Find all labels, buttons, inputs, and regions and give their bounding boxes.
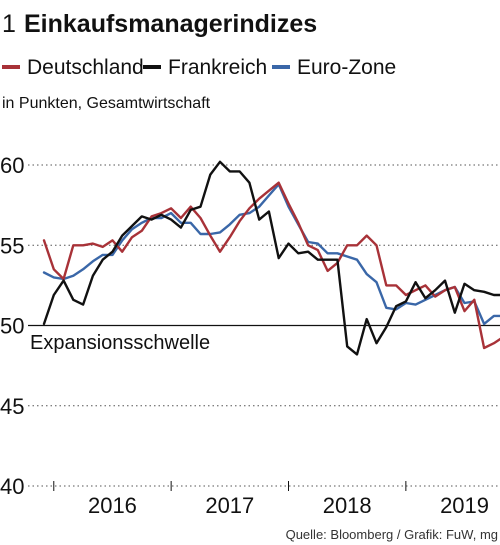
source-note: Quelle: Bloomberg / Grafik: FuW, mg xyxy=(286,527,498,542)
legend-label-frankreich: Frankreich xyxy=(168,56,267,79)
grid xyxy=(28,164,500,487)
y-tick-label: 40 xyxy=(0,474,24,499)
y-tick-label: 55 xyxy=(0,233,24,258)
series-line-euro-zone xyxy=(42,183,500,326)
x-tick-label: 2017 xyxy=(205,493,254,518)
legend-label-deutschland: Deutschland xyxy=(27,56,144,79)
y-tick-label: 60 xyxy=(0,153,24,178)
chart-number: 1 xyxy=(2,10,16,38)
chart-title: Einkaufsmanagerindizes xyxy=(24,10,317,38)
series-line-frankreich xyxy=(42,160,500,356)
y-tick-label: 45 xyxy=(0,394,24,419)
series-line-deutschland xyxy=(42,181,500,350)
legend-label-euro-zone: Euro-Zone xyxy=(297,56,396,79)
expansion-threshold-label: Expansionsschwelle xyxy=(30,332,210,354)
x-axis: 201620172018201920 xyxy=(53,481,489,518)
y-axis-unit-label: in Punkten, Gesamtwirtschaft xyxy=(2,95,211,112)
series-group xyxy=(42,160,500,356)
legend: Deutschland Frankreich Euro-Zone xyxy=(2,56,396,79)
y-tick-label: 50 xyxy=(0,314,24,339)
x-tick-label: 2018 xyxy=(323,493,372,518)
x-tick-label: 2019 xyxy=(440,493,489,518)
y-axis: 40 45 50 55 60 xyxy=(0,153,24,499)
x-tick-label: 2016 xyxy=(88,493,137,518)
